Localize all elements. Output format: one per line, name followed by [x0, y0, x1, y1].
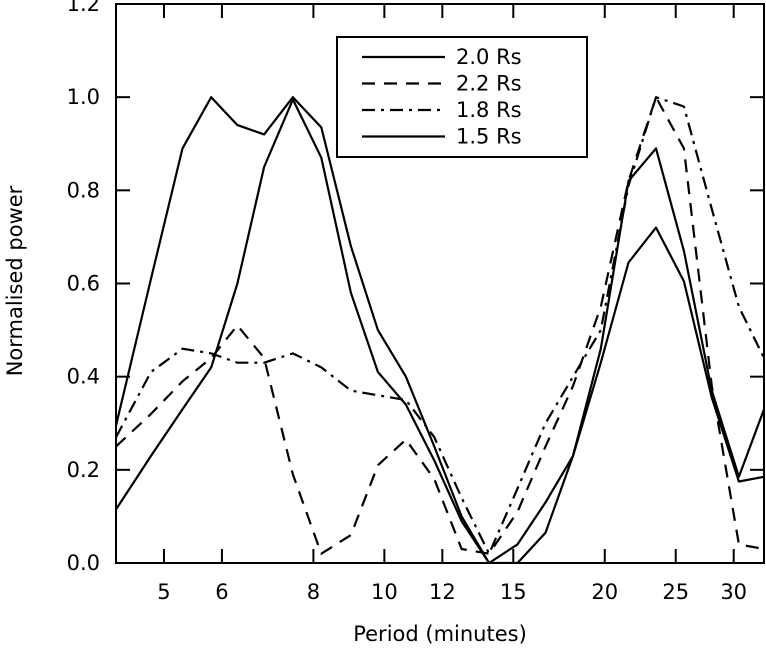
- legend-label: 1.8 Rs: [456, 98, 522, 122]
- y-tick-label: 0.2: [67, 458, 100, 482]
- x-tick-label: 6: [215, 580, 228, 604]
- y-tick-label: 0.8: [67, 178, 100, 202]
- x-tick-label: 12: [429, 580, 456, 604]
- x-tick-label: 30: [720, 580, 747, 604]
- x-tick-label: 20: [591, 580, 618, 604]
- y-tick-label: 1.0: [67, 85, 100, 109]
- legend-label: 2.2 Rs: [456, 72, 522, 96]
- y-tick-label: 1.2: [67, 0, 100, 16]
- x-tick-label: 8: [307, 580, 320, 604]
- x-tick-label: 10: [371, 580, 398, 604]
- y-tick-label: 0.0: [67, 551, 100, 575]
- series-line-1: [116, 96, 764, 563]
- legend: 2.0 Rs 2.2 Rs1.8 Rs 1.5 Rs: [336, 36, 588, 158]
- x-tick-label: 5: [157, 580, 170, 604]
- x-tick-label: 15: [500, 580, 527, 604]
- y-axis-title: Normalised power: [3, 185, 27, 376]
- y-tick-label: 0.6: [67, 272, 100, 296]
- legend-label: 1.5 Rs: [456, 125, 522, 149]
- series-line-3: [116, 96, 764, 555]
- series-line-4: [116, 98, 764, 563]
- series-lines: [116, 96, 764, 563]
- y-tick-label: 0.4: [67, 365, 100, 389]
- y-axis: 0.0 0.2 0.4 0.6 0.8 1.0 1.2: [67, 0, 764, 575]
- x-tick-label: 25: [662, 580, 689, 604]
- series-line-2: [116, 96, 764, 555]
- x-axis-title: Period (minutes): [353, 622, 527, 646]
- legend-label: 2.0 Rs: [456, 45, 522, 69]
- x-axis: 5 6 8 10 12 15 20 25 30: [157, 4, 747, 604]
